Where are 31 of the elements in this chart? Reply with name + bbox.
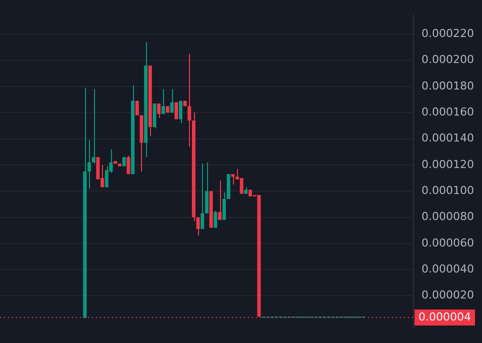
candlestick (188, 53, 192, 148)
candlestick (152, 103, 156, 129)
candlestick (170, 88, 174, 114)
candlestick (218, 180, 222, 220)
candlestick (104, 166, 108, 188)
y-tick-label: 0.000100 (422, 184, 474, 197)
candlestick (214, 210, 218, 228)
candlestick (231, 174, 235, 186)
candlestick (240, 178, 244, 194)
y-tick-label: 0.000120 (422, 158, 474, 171)
candlestick (178, 100, 182, 124)
candlestick (174, 102, 178, 120)
y-tick-label: 0.000080 (422, 210, 474, 224)
y-tick-label: 0.000200 (422, 53, 474, 66)
y-tick-label: 0.000180 (422, 79, 474, 92)
candlestick (126, 155, 130, 175)
y-tick-label: 0.000060 (422, 236, 474, 250)
candlestick (92, 88, 96, 164)
ref-line-label: 0.000004 (418, 310, 472, 324)
candlestick (161, 88, 165, 114)
candlestick (135, 100, 139, 116)
candlestick (205, 162, 208, 214)
y-tick-label: 0.000160 (422, 106, 474, 119)
y-tick-label: 0.000220 (422, 27, 474, 40)
y-tick-label: 0.000020 (422, 288, 474, 302)
candlestick (200, 163, 204, 230)
y-tick-label: 0.000040 (422, 262, 474, 276)
candlestick (122, 156, 126, 167)
candlestick (157, 103, 161, 118)
y-tick-label: 0.000140 (422, 132, 474, 145)
candlestick (222, 192, 226, 220)
